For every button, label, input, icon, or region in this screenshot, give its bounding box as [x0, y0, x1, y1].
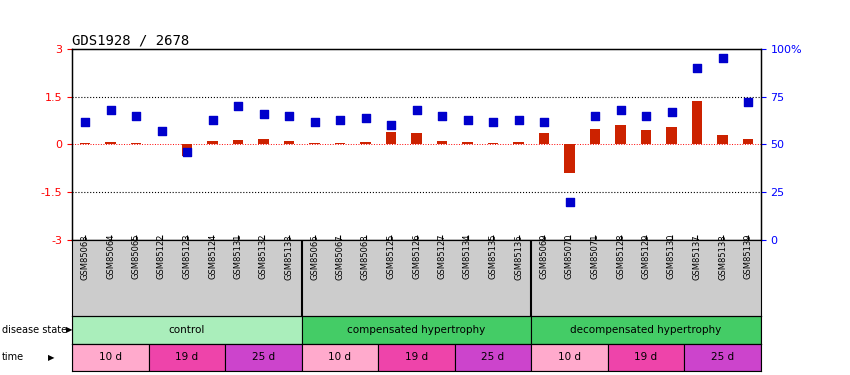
- Bar: [233, 140, 243, 144]
- Point: [690, 65, 704, 71]
- Bar: [149, 344, 225, 371]
- Point: [486, 118, 500, 124]
- Point: [563, 199, 576, 205]
- Text: control: control: [169, 325, 205, 334]
- Point: [461, 117, 474, 123]
- Point: [359, 115, 372, 121]
- Text: 25 d: 25 d: [252, 352, 275, 362]
- Bar: [131, 143, 141, 144]
- Point: [257, 111, 270, 117]
- Point: [282, 113, 296, 119]
- Point: [384, 122, 398, 128]
- Text: 10 d: 10 d: [99, 352, 122, 362]
- Bar: [743, 139, 753, 144]
- Bar: [462, 142, 473, 144]
- Bar: [105, 142, 116, 144]
- Bar: [590, 129, 600, 144]
- Point: [741, 99, 755, 105]
- Text: 10 d: 10 d: [328, 352, 352, 362]
- Point: [614, 107, 627, 113]
- Text: disease state: disease state: [2, 325, 67, 334]
- Bar: [615, 125, 626, 144]
- Point: [588, 113, 602, 119]
- Bar: [309, 143, 320, 144]
- Bar: [513, 142, 524, 144]
- Bar: [225, 344, 302, 371]
- Point: [665, 109, 678, 115]
- Bar: [455, 344, 531, 371]
- Bar: [539, 134, 549, 144]
- Bar: [258, 139, 269, 144]
- Bar: [531, 316, 761, 344]
- Bar: [411, 134, 422, 144]
- Bar: [80, 143, 90, 144]
- Point: [129, 113, 143, 119]
- Bar: [564, 144, 575, 173]
- Text: 25 d: 25 d: [711, 352, 734, 362]
- Bar: [72, 316, 302, 344]
- Text: 25 d: 25 d: [481, 352, 505, 362]
- Point: [512, 117, 525, 123]
- Bar: [531, 344, 608, 371]
- Point: [78, 118, 92, 124]
- Bar: [386, 132, 396, 144]
- Bar: [182, 144, 192, 156]
- Text: 19 d: 19 d: [634, 352, 658, 362]
- Bar: [335, 142, 345, 144]
- Point: [155, 128, 168, 134]
- Bar: [692, 101, 702, 144]
- Text: ▶: ▶: [66, 325, 73, 334]
- Bar: [302, 344, 378, 371]
- Point: [716, 56, 729, 62]
- Point: [206, 117, 219, 123]
- Text: ▶: ▶: [48, 353, 54, 362]
- Text: 10 d: 10 d: [558, 352, 581, 362]
- Text: compensated hypertrophy: compensated hypertrophy: [348, 325, 485, 334]
- Text: decompensated hypertrophy: decompensated hypertrophy: [570, 325, 722, 334]
- Bar: [717, 135, 728, 144]
- Point: [639, 113, 653, 119]
- Text: GDS1928 / 2678: GDS1928 / 2678: [72, 34, 190, 48]
- Bar: [684, 344, 761, 371]
- Bar: [488, 142, 498, 144]
- Bar: [284, 141, 294, 144]
- Text: 19 d: 19 d: [175, 352, 199, 362]
- Point: [308, 118, 321, 124]
- Bar: [608, 344, 684, 371]
- Text: time: time: [2, 352, 24, 362]
- Bar: [360, 142, 371, 144]
- Point: [537, 118, 551, 124]
- Bar: [641, 130, 651, 144]
- Point: [104, 107, 117, 113]
- Bar: [72, 344, 149, 371]
- Bar: [378, 344, 455, 371]
- Bar: [207, 141, 218, 144]
- Bar: [666, 127, 677, 144]
- Bar: [302, 316, 531, 344]
- Text: 19 d: 19 d: [405, 352, 428, 362]
- Point: [410, 107, 423, 113]
- Point: [333, 117, 347, 123]
- Point: [435, 113, 449, 119]
- Bar: [437, 141, 447, 144]
- Point: [231, 103, 245, 109]
- Point: [180, 149, 194, 155]
